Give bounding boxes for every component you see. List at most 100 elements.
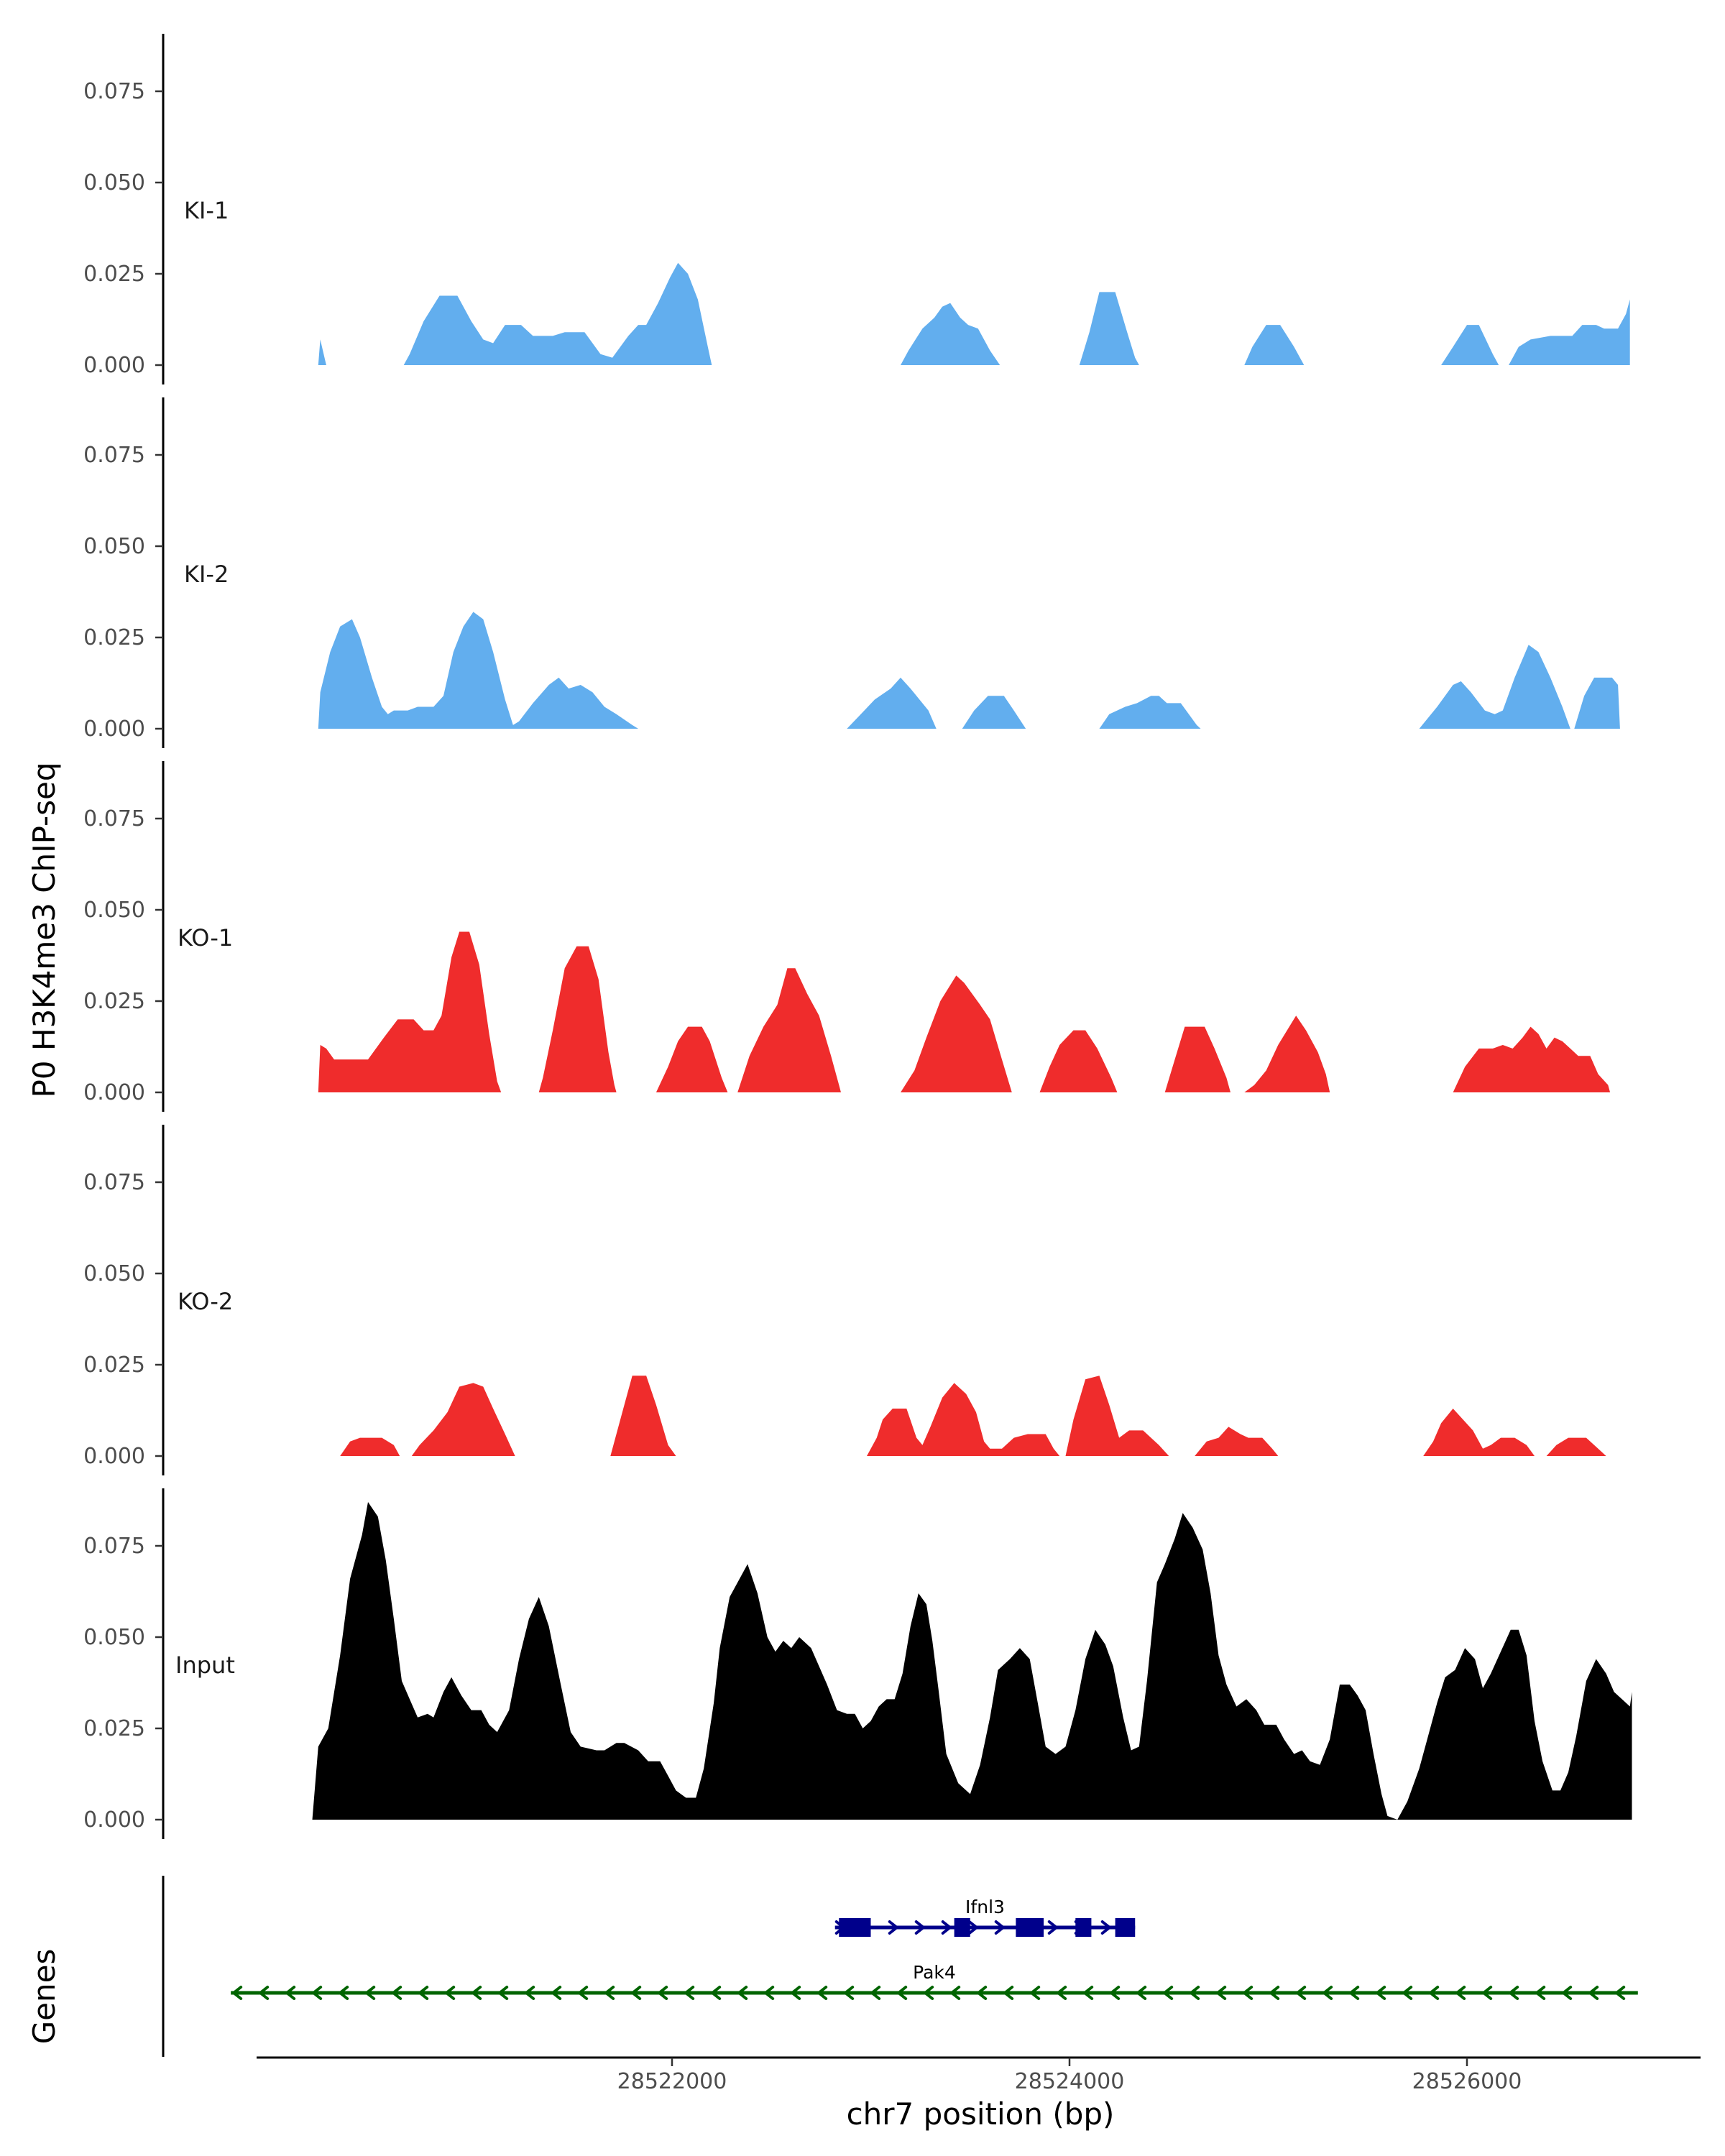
strand-arrow-icon xyxy=(922,1986,934,2000)
track-label: KI-2 xyxy=(184,561,229,588)
strand-arrow-icon xyxy=(470,1986,482,2000)
exon-block xyxy=(1115,1918,1136,1937)
strand-arrow-icon xyxy=(1188,1986,1200,2000)
strand-arrow-icon xyxy=(417,1986,429,2000)
signal-area-ki-1 xyxy=(318,262,1630,365)
strand-arrow-icon xyxy=(1241,1986,1254,2000)
track-label: Input xyxy=(175,1651,235,1679)
strand-arrow-icon xyxy=(842,1986,855,2000)
strand-arrow-icon xyxy=(310,1986,323,2000)
y-tick-label: 0.050 xyxy=(83,170,145,195)
strand-arrow-icon xyxy=(1055,1986,1067,2000)
x-tick-label: 28524000 xyxy=(1015,2069,1125,2094)
exon-block xyxy=(1075,1918,1092,1937)
strand-arrow-icon xyxy=(656,1986,668,2000)
y-tick-label: 0.000 xyxy=(83,717,145,742)
strand-arrow-icon xyxy=(869,1986,881,2000)
strand-arrow-icon xyxy=(1047,1920,1059,1935)
strand-arrow-icon xyxy=(443,1986,456,2000)
y-tick-label: 0.025 xyxy=(83,625,145,650)
track-ki-1: 0.000 0.025 0.050 0.075 KI-1 xyxy=(83,34,1630,384)
strand-arrow-icon xyxy=(1294,1986,1307,2000)
strand-arrow-icon xyxy=(550,1986,562,2000)
strand-arrow-icon xyxy=(1614,1986,1626,2000)
y-tick-label: 0.025 xyxy=(83,1353,145,1378)
y-tick-label: 0.050 xyxy=(83,534,145,559)
exon-block xyxy=(839,1918,871,1937)
x-tick-label: 28522000 xyxy=(617,2069,727,2094)
strand-arrow-icon xyxy=(284,1986,296,2000)
signal-area-input xyxy=(312,1502,1632,1820)
y-tick-label: 0.000 xyxy=(83,1080,145,1105)
x-tick-label: 28526000 xyxy=(1412,2069,1522,2094)
y-tick-label: 0.050 xyxy=(83,1625,145,1650)
y-tick-label: 0.000 xyxy=(83,1807,145,1833)
gene-ifnl3: Ifnl3 xyxy=(834,1897,1136,1937)
strand-arrow-icon xyxy=(1215,1986,1227,2000)
y-tick-label: 0.050 xyxy=(83,1261,145,1286)
strand-arrow-icon xyxy=(1454,1986,1466,2000)
strand-arrow-icon xyxy=(1002,1986,1014,2000)
strand-arrow-icon xyxy=(1082,1986,1094,2000)
y-tick-label: 0.075 xyxy=(83,806,145,831)
strand-arrow-icon xyxy=(896,1986,908,2000)
strand-arrow-icon xyxy=(630,1986,642,2000)
y-tick-label: 0.075 xyxy=(83,79,145,104)
strand-arrow-icon xyxy=(1108,1986,1121,2000)
strand-arrow-icon xyxy=(1162,1986,1174,2000)
strand-arrow-icon xyxy=(1427,1986,1440,2000)
strand-arrow-icon xyxy=(497,1986,509,2000)
strand-arrow-icon xyxy=(364,1986,376,2000)
signal-area-ko-2 xyxy=(340,1376,1606,1456)
strand-arrow-icon xyxy=(975,1986,988,2000)
strand-arrow-icon xyxy=(967,1920,979,1935)
strand-arrow-icon xyxy=(789,1986,801,2000)
track-ko-2: 0.000 0.025 0.050 0.075 KO-2 xyxy=(83,1125,1606,1475)
strand-arrow-icon xyxy=(1481,1986,1493,2000)
strand-arrow-icon xyxy=(683,1986,695,2000)
strand-arrow-icon xyxy=(1135,1986,1147,2000)
y-tick-label: 0.075 xyxy=(83,443,145,468)
strand-arrow-icon xyxy=(1321,1986,1333,2000)
strand-arrow-icon xyxy=(709,1986,722,2000)
strand-arrow-icon xyxy=(523,1986,535,2000)
y-tick-label: 0.075 xyxy=(83,1170,145,1195)
strand-arrow-icon xyxy=(1401,1986,1413,2000)
strand-arrow-icon xyxy=(994,1920,1006,1935)
exon-block xyxy=(954,1918,970,1937)
strand-arrow-icon xyxy=(1534,1986,1546,2000)
gene-label: Ifnl3 xyxy=(965,1897,1005,1917)
strand-arrow-icon xyxy=(1348,1986,1360,2000)
gene-label: Pak4 xyxy=(913,1962,956,1983)
strand-arrow-icon xyxy=(1374,1986,1386,2000)
y-tick-label: 0.000 xyxy=(83,1444,145,1469)
strand-arrow-icon xyxy=(914,1920,926,1935)
exon-block xyxy=(1016,1918,1044,1937)
y-tick-label: 0.025 xyxy=(83,989,145,1014)
strand-arrow-icon xyxy=(390,1986,402,2000)
signal-area-ko-1 xyxy=(318,931,1611,1092)
x-axis-title: chr7 position (bp) xyxy=(847,2096,1115,2132)
y-tick-label: 0.075 xyxy=(83,1534,145,1559)
track-label: KO-2 xyxy=(178,1288,233,1315)
strand-arrow-icon xyxy=(1100,1920,1112,1935)
strand-arrow-icon xyxy=(816,1986,828,2000)
track-label: KO-1 xyxy=(178,924,233,952)
track-input: 0.000 0.025 0.050 0.075 Input xyxy=(83,1488,1632,1839)
strand-arrow-icon xyxy=(888,1920,899,1935)
track-ki-2: 0.000 0.025 0.050 0.075 KI-2 xyxy=(83,397,1620,748)
strand-arrow-icon xyxy=(763,1986,775,2000)
strand-arrow-icon xyxy=(1507,1986,1519,2000)
strand-arrow-icon xyxy=(257,1986,270,2000)
y-tick-label: 0.025 xyxy=(83,1716,145,1741)
strand-arrow-icon xyxy=(1587,1986,1599,2000)
y-tick-label: 0.025 xyxy=(83,262,145,287)
y-axis-title: P0 H3K4me3 ChIP-seq xyxy=(27,762,62,1097)
strand-arrow-icon xyxy=(603,1986,615,2000)
strand-arrow-icon xyxy=(1560,1986,1573,2000)
track-ko-1: 0.000 0.025 0.050 0.075 KO-1 xyxy=(83,761,1611,1112)
strand-arrow-icon xyxy=(736,1986,748,2000)
x-axis: 28522000 28524000 28526000 xyxy=(257,2056,1701,2094)
y-tick-label: 0.000 xyxy=(83,353,145,378)
